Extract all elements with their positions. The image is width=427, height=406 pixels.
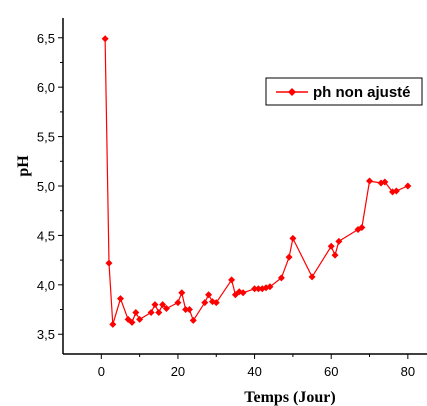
data-point [162, 305, 170, 313]
y-tick-label: 6,0 [37, 80, 55, 95]
data-point [285, 253, 293, 261]
data-point [404, 182, 412, 190]
y-tick-label: 4,0 [37, 278, 55, 293]
y-tick-label: 6,5 [37, 31, 55, 46]
data-point [174, 299, 182, 307]
data-point [239, 289, 247, 297]
data-point [155, 308, 163, 316]
data-point [266, 283, 274, 291]
x-tick-label: 40 [247, 364, 261, 379]
legend-marker [288, 88, 296, 96]
data-point [201, 299, 209, 307]
data-point [185, 306, 193, 314]
x-axis-title: Temps (Jour) [244, 389, 335, 406]
data-point [105, 259, 113, 267]
data-point [147, 308, 155, 316]
y-tick-label: 3,5 [37, 327, 55, 342]
data-point [327, 242, 335, 250]
data-point [132, 308, 140, 316]
axes [62, 18, 427, 355]
x-tick-label: 20 [171, 364, 185, 379]
data-point [136, 315, 144, 323]
data-point [109, 320, 117, 328]
legend-label: ph non ajusté [313, 84, 411, 101]
data-point [335, 237, 343, 245]
data-point [358, 224, 366, 232]
y-axis-title: pH [15, 155, 32, 177]
data-point [189, 316, 197, 324]
data-point [178, 289, 186, 297]
x-tick-label: 60 [324, 364, 338, 379]
y-tick-label: 4,5 [37, 228, 55, 243]
y-tick-label: 5,5 [37, 130, 55, 145]
data-point [151, 301, 159, 309]
data-point [277, 274, 285, 282]
data-point [308, 273, 316, 281]
series-layer [101, 35, 412, 328]
legend: ph non ajusté [265, 77, 423, 106]
data-point [381, 178, 389, 186]
data-point [251, 285, 259, 293]
data-point [289, 234, 297, 242]
data-point [128, 318, 136, 326]
data-point [254, 285, 262, 293]
x-tick-label: 0 [98, 364, 105, 379]
data-point [392, 187, 400, 195]
ticks: 3,5 4,0 4,5 5,0 5,5 6,0 6,5 0 20 40 60 80 [37, 31, 415, 379]
data-point [331, 251, 339, 259]
series-line [104, 38, 409, 325]
data-point [228, 276, 236, 284]
data-point [101, 35, 109, 43]
x-tick-label: 80 [401, 364, 415, 379]
data-point [159, 301, 167, 309]
data-point [182, 306, 190, 314]
data-point [212, 299, 220, 307]
data-point [116, 295, 124, 303]
data-point [205, 291, 213, 299]
y-tick-label: 5,0 [37, 179, 55, 194]
data-point [366, 177, 374, 185]
